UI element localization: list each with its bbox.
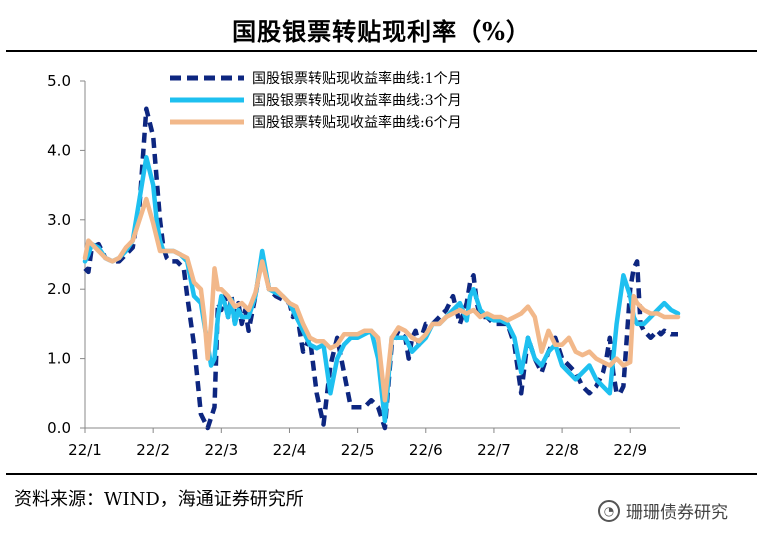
- x-tick-label: 22/5: [341, 441, 375, 459]
- y-tick-label: 2.0: [47, 280, 71, 298]
- y-tick-label: 4.0: [47, 141, 71, 159]
- y-tick-label: 1.0: [47, 350, 71, 368]
- y-tick-label: 3.0: [47, 211, 71, 229]
- watermark: ◔ 珊珊债券研究: [598, 498, 728, 523]
- x-tick-label: 22/1: [68, 441, 102, 459]
- series-line-1: [83, 106, 678, 431]
- legend-label-3: 国股银票转贴现收益率曲线:6个月: [252, 114, 462, 131]
- top-divider: [6, 50, 757, 52]
- bottom-divider: [6, 473, 757, 475]
- chart-series-group: [82, 106, 681, 431]
- x-tick-label: 22/3: [204, 441, 238, 459]
- x-tick-label: 22/9: [613, 441, 647, 459]
- watermark-text: 珊珊债券研究: [626, 503, 728, 523]
- source-note: 资料来源：WIND，海通证券研究所: [14, 489, 304, 510]
- series-line-3: [82, 196, 681, 403]
- y-tick-label: 5.0: [47, 72, 71, 90]
- page-title: 国股银票转贴现利率（%）: [232, 17, 531, 46]
- chart-axes: 0.0 1.0 2.0 3.0 4.0 5.0 22/1 22/2 22/3 22/4 22/5 22…: [47, 72, 680, 459]
- x-tick-label: 22/2: [136, 441, 170, 459]
- x-tick-label: 22/6: [409, 441, 443, 459]
- x-tick-label: 22/7: [477, 441, 511, 459]
- legend-label-1: 国股银票转贴现收益率曲线:1个月: [252, 70, 462, 87]
- y-tick-label: 0.0: [47, 419, 71, 437]
- x-tick-label: 22/4: [273, 441, 307, 459]
- x-tick-label: 22/8: [545, 441, 579, 459]
- legend-label-2: 国股银票转贴现收益率曲线:3个月: [252, 92, 462, 109]
- chart-legend: 国股银票转贴现收益率曲线:1个月国股银票转贴现收益率曲线:3个月国股银票转贴现收…: [170, 70, 462, 131]
- wechat-icon: ◔: [598, 499, 620, 522]
